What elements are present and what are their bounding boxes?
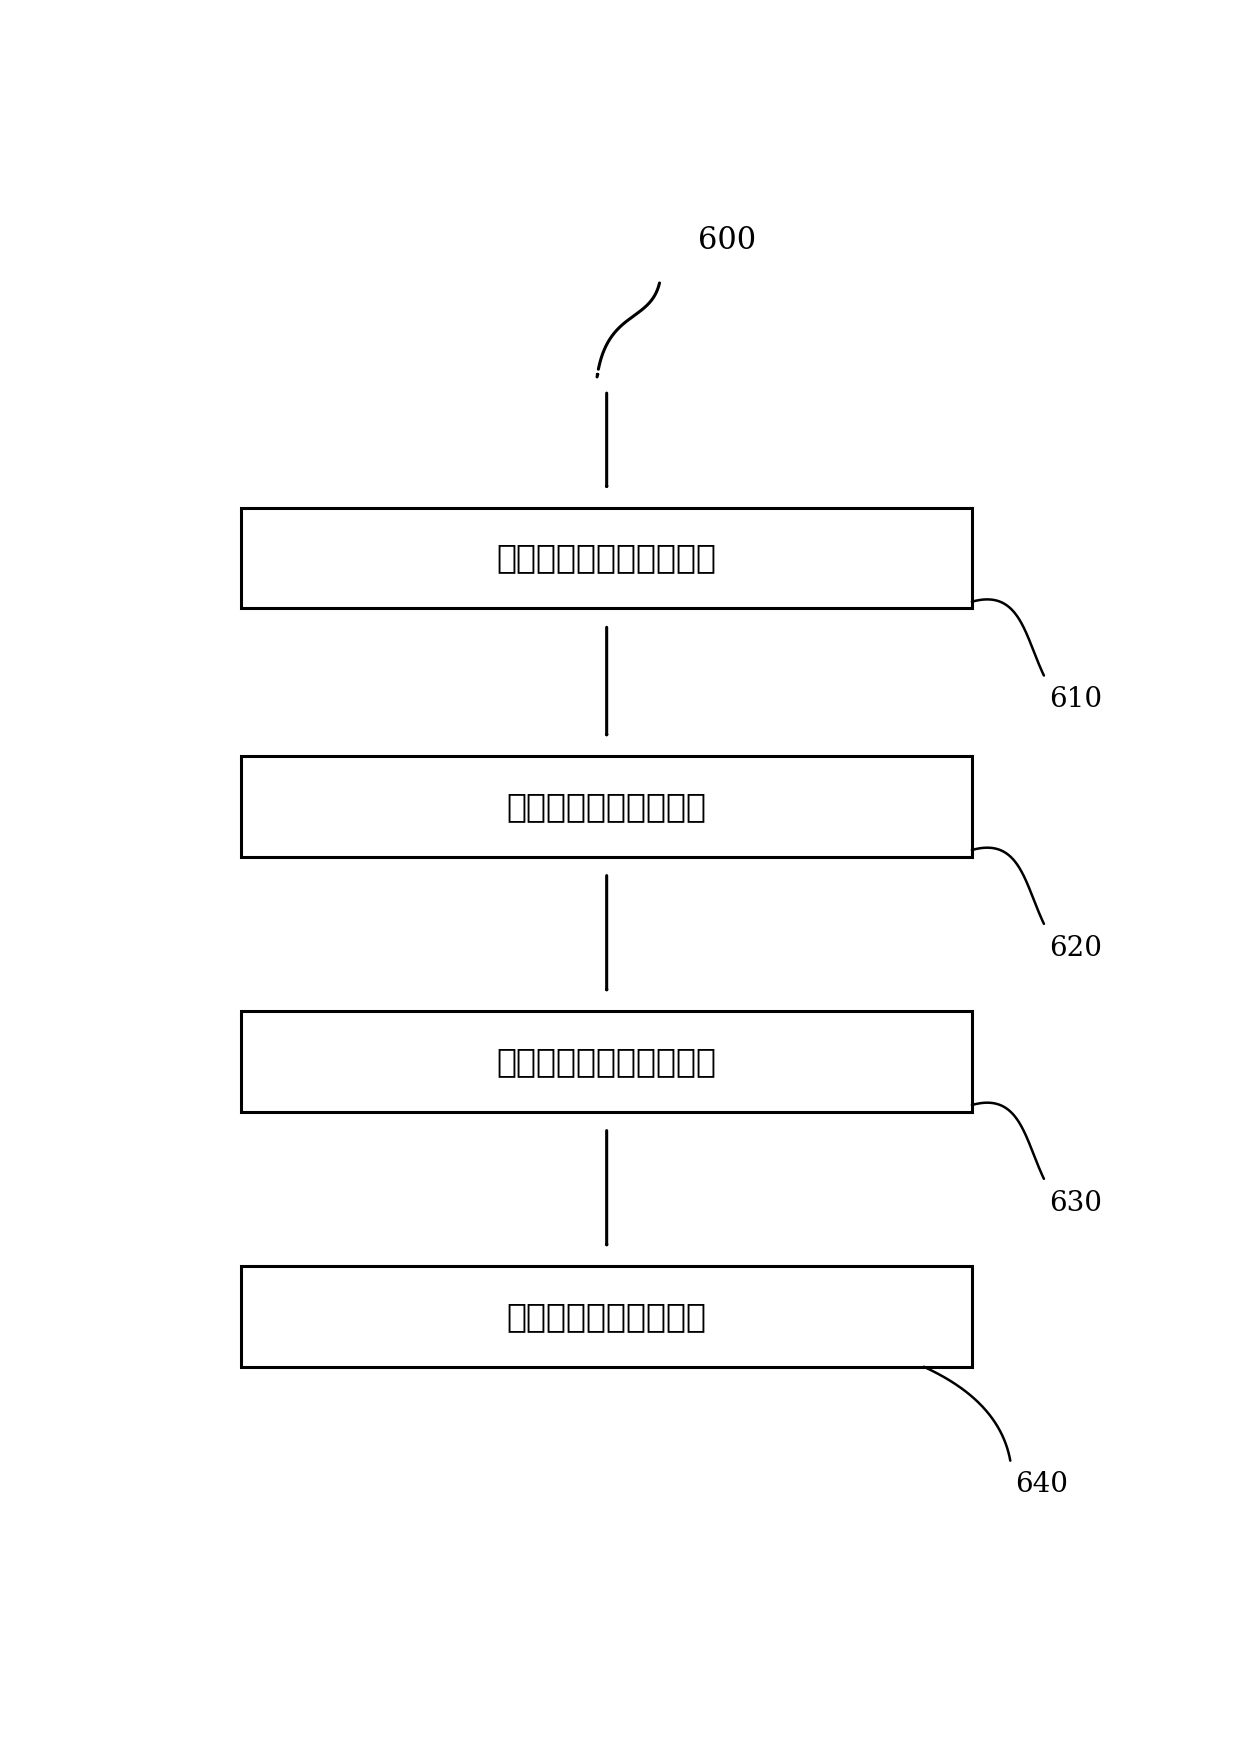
- Text: 620: 620: [1049, 934, 1101, 962]
- Bar: [242, 1011, 972, 1112]
- Text: 640: 640: [1016, 1471, 1068, 1499]
- Text: 630: 630: [1049, 1189, 1101, 1217]
- Bar: [242, 1265, 972, 1367]
- Bar: [242, 756, 972, 858]
- Text: 对第二半导体晶片回火: 对第二半导体晶片回火: [507, 1300, 707, 1333]
- Text: 600: 600: [698, 225, 756, 256]
- Bar: [242, 507, 972, 608]
- Text: 对第一半导体晶片回火: 对第一半导体晶片回火: [507, 790, 707, 823]
- Text: 610: 610: [1049, 687, 1102, 713]
- Text: 注入第二定义剂量的质子: 注入第二定义剂量的质子: [497, 1044, 717, 1077]
- Text: 注入第一定义剂量的质子: 注入第一定义剂量的质子: [497, 542, 717, 575]
